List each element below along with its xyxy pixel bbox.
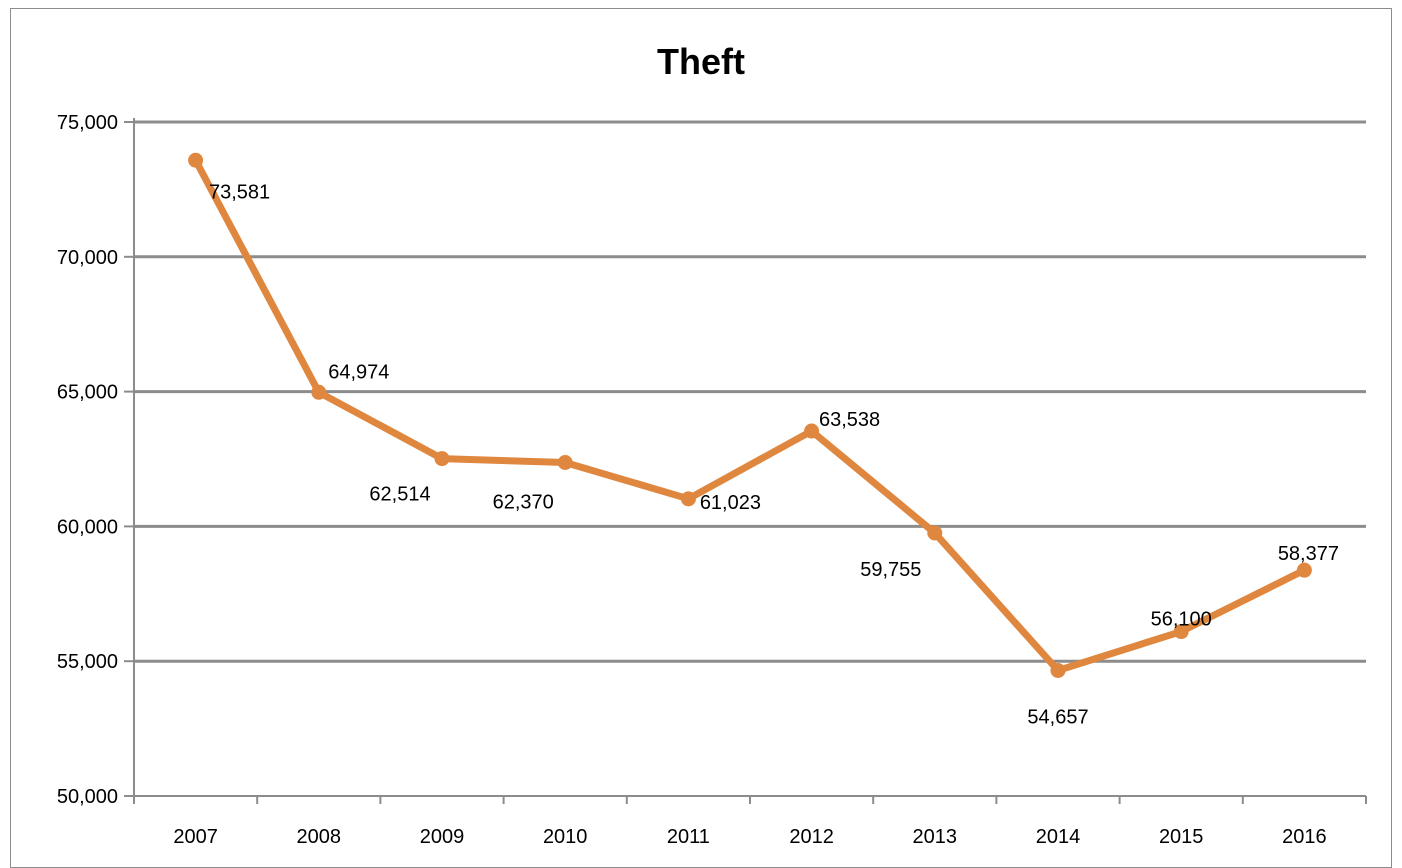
- data-point: [1173, 624, 1189, 640]
- data-point: [311, 384, 327, 400]
- x-tick-label: 2011: [667, 826, 710, 848]
- y-tick-label: 50,000: [57, 786, 118, 808]
- data-label: 61,023: [700, 492, 761, 514]
- data-point: [188, 152, 204, 168]
- x-tick-label: 2015: [1159, 826, 1204, 848]
- data-point: [557, 455, 573, 471]
- data-point: [1050, 662, 1066, 678]
- data-point: [434, 451, 450, 467]
- x-tick-label: 2009: [420, 826, 465, 848]
- data-label: 54,657: [1027, 706, 1088, 728]
- data-point: [680, 491, 696, 507]
- chart-title: Theft: [657, 41, 745, 82]
- data-point: [927, 525, 943, 541]
- data-label: 62,514: [369, 484, 430, 506]
- x-tick-label: 2013: [913, 826, 958, 848]
- x-tick-label: 2010: [543, 826, 588, 848]
- y-tick-label: 60,000: [57, 516, 118, 538]
- y-tick-label: 75,000: [57, 112, 118, 134]
- series-theft: [188, 152, 1312, 678]
- gridlines: [134, 120, 1366, 663]
- data-label: 62,370: [493, 492, 554, 514]
- data-labels: 73,581 64,974 62,514 62,370 61,023 63,538 59,7…: [209, 181, 1339, 728]
- y-axis-ticks: 50,000 55,000 60,000 65,000 70,000 75,000: [57, 112, 134, 808]
- x-tick-label: 2012: [789, 826, 834, 848]
- data-label: 56,100: [1151, 609, 1212, 631]
- data-point: [804, 423, 820, 439]
- data-label: 73,581: [209, 181, 270, 203]
- data-label: 59,755: [860, 559, 921, 581]
- x-tick-label: 2016: [1282, 826, 1327, 848]
- x-axis-ticks: 2007 2008 2009 2010 2011 2012 2013 2014 2015 2016: [133, 796, 1367, 848]
- y-tick-label: 55,000: [57, 651, 118, 673]
- x-tick-label: 2008: [297, 826, 342, 848]
- axes: [133, 118, 1366, 797]
- y-tick-label: 70,000: [57, 247, 118, 269]
- data-label: 63,538: [819, 409, 880, 431]
- data-point: [1296, 562, 1312, 578]
- chart-frame: [10, 8, 1392, 868]
- x-tick-label: 2014: [1036, 826, 1081, 848]
- data-label: 58,377: [1278, 543, 1339, 565]
- data-label: 64,974: [328, 361, 389, 383]
- x-tick-label: 2007: [173, 826, 218, 848]
- series-line: [192, 156, 1308, 674]
- y-tick-label: 65,000: [57, 382, 118, 404]
